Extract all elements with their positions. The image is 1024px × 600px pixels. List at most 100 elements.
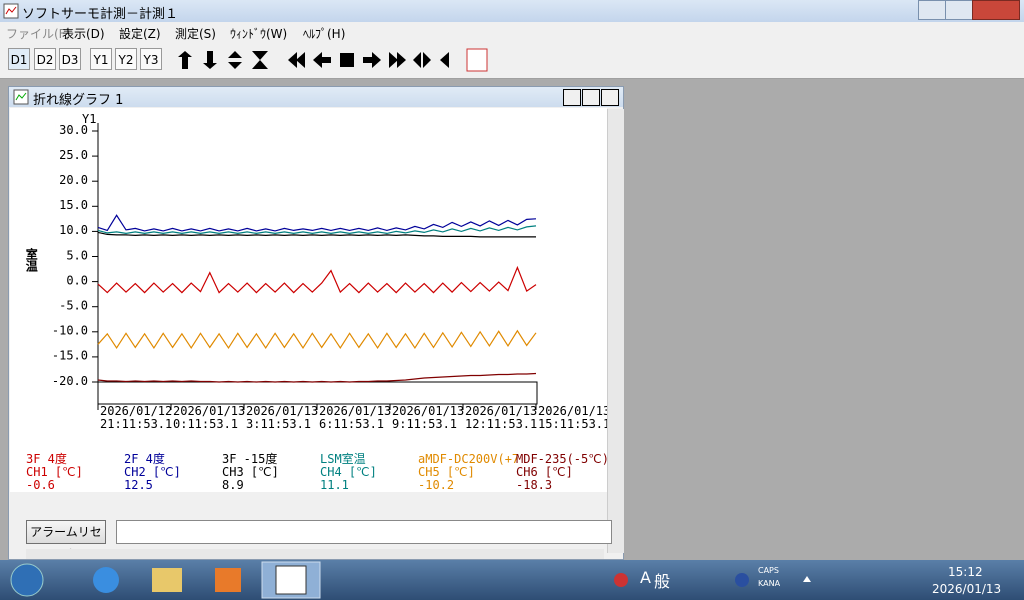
icon-shape xyxy=(288,52,297,68)
y-tick-label: 20.0 xyxy=(59,173,88,187)
toolbar-icon[interactable] xyxy=(340,53,354,67)
explorer-icon[interactable] xyxy=(152,568,182,592)
toolbar-button[interactable]: Y2 xyxy=(115,48,137,70)
vertical-scrollbar[interactable] xyxy=(607,109,624,553)
toolbar-button[interactable]: Y3 xyxy=(140,48,162,70)
legend-name: aMDF-DC200V(+7 xyxy=(418,452,519,466)
legend-value: -10.2 xyxy=(418,478,454,492)
legend-name: 2F 4度 xyxy=(124,451,165,466)
legend-value: 11.1 xyxy=(320,478,349,492)
icon-shape xyxy=(296,52,305,68)
toolbar-icon[interactable] xyxy=(203,51,217,69)
legend-channel: CH4 [℃] xyxy=(320,465,377,479)
media-icon[interactable] xyxy=(215,568,241,592)
tray-icon[interactable] xyxy=(614,573,628,587)
y-axis-name: Y1 xyxy=(82,112,96,126)
x-tick-date: 2026/01/13 xyxy=(319,404,391,418)
icon-shape xyxy=(252,51,268,69)
child-title: 折れ線グラフ 1 xyxy=(33,93,124,108)
series-line xyxy=(97,372,537,383)
taskbar: A 般 CAPS KANA 15:12 2026/01/13 xyxy=(0,560,1024,600)
legend-value: -18.3 xyxy=(516,478,552,492)
y-tick-label: -15.0 xyxy=(52,349,88,363)
toolbar-icon[interactable] xyxy=(228,51,242,69)
title-bar: ソフトサーモ計測－計測１ xyxy=(0,0,1024,22)
legend-value: 8.9 xyxy=(222,478,244,492)
child-close[interactable] xyxy=(601,89,619,106)
y-tick-label: 30.0 xyxy=(59,123,88,137)
toolbar-icon[interactable] xyxy=(178,51,192,69)
menu-item[interactable]: 設定(Z) xyxy=(119,27,161,41)
legend-channel: CH3 [℃] xyxy=(222,465,279,479)
menu-item[interactable]: ｳｨﾝﾄﾞｳ(W) xyxy=(230,27,288,41)
combo-box[interactable] xyxy=(116,520,612,544)
toolbar-icon[interactable] xyxy=(438,52,452,68)
legend-name: 3F 4度 xyxy=(26,451,67,466)
ie-icon[interactable] xyxy=(93,567,119,593)
toolbar-icon[interactable] xyxy=(389,52,406,68)
graph-button[interactable] xyxy=(466,48,488,72)
x-tick-time: 6:11:53.1 xyxy=(319,417,384,431)
x-tick-date: 2026/01/12 xyxy=(100,404,172,418)
toolbar-icon[interactable] xyxy=(313,52,331,68)
icon-shape xyxy=(363,52,381,68)
toolbar-button[interactable]: D3 xyxy=(59,48,81,70)
toolbar: D1 D2 D3 Y1 Y2 Y3 xyxy=(0,42,1024,79)
icon-shape xyxy=(389,52,398,68)
toolbar-icon[interactable] xyxy=(288,52,305,68)
icon-shape xyxy=(228,51,242,58)
horizontal-scrollbar[interactable] xyxy=(26,549,604,559)
app-thumb xyxy=(275,565,307,595)
y-tick-label: -5.0 xyxy=(59,298,88,312)
clock-date[interactable]: 2026/01/13 xyxy=(932,582,1002,596)
legend-name: LSM室温 xyxy=(320,451,366,466)
icon-shape xyxy=(413,52,421,68)
legend-channel: CH5 [℃] xyxy=(418,465,475,479)
menu-item[interactable]: 表示(D) xyxy=(62,27,105,41)
series-line xyxy=(97,265,537,294)
legend-channel: CH1 [℃] xyxy=(26,465,83,479)
toolbar-button[interactable]: D2 xyxy=(34,48,56,70)
menu-item[interactable]: ﾍﾙﾌﾟ(H) xyxy=(303,27,346,41)
toolbar-icon[interactable] xyxy=(413,52,431,68)
legend-name: MDF-235(-5℃) xyxy=(516,452,607,466)
maximize-button[interactable] xyxy=(945,0,973,20)
toolbar-icon[interactable] xyxy=(363,52,381,68)
legend-channel: CH2 [℃] xyxy=(124,465,181,479)
taskbar-icons xyxy=(10,561,811,599)
toolbar-icon[interactable] xyxy=(252,51,268,69)
y-tick-label: -20.0 xyxy=(52,374,88,388)
x-tick-date: 2026/01/13 xyxy=(392,404,464,418)
help-icon[interactable] xyxy=(735,573,749,587)
tray-expand[interactable] xyxy=(803,576,811,582)
child-minimize[interactable] xyxy=(563,89,581,106)
legend-value: -0.6 xyxy=(26,478,55,492)
child-maximize[interactable] xyxy=(582,89,600,106)
ime-mode[interactable]: A xyxy=(640,568,651,587)
y-axis-label: 室温 xyxy=(24,247,38,273)
ime-kanji[interactable]: 般 xyxy=(654,572,671,591)
x-tick-date: 2026/01/13 xyxy=(173,404,245,418)
x-tick-date: 2026/01/13 xyxy=(246,404,318,418)
toolbar-button[interactable]: Y1 xyxy=(90,48,112,70)
close-button[interactable] xyxy=(972,0,1020,20)
series-line xyxy=(97,214,537,232)
menu-item[interactable]: 測定(S) xyxy=(175,27,216,41)
y-tick-label: 15.0 xyxy=(59,198,88,212)
y-tick-label: 25.0 xyxy=(59,148,88,162)
y-tick-label: 10.0 xyxy=(59,223,88,237)
caps-indicator: CAPS xyxy=(758,566,779,575)
icon-shape xyxy=(397,52,406,68)
alarm-reset-button[interactable]: アラームリセット xyxy=(26,520,106,561)
minimize-button[interactable] xyxy=(918,0,946,20)
y-tick-label: 5.0 xyxy=(66,248,88,262)
clock-time[interactable]: 15:12 xyxy=(948,565,983,579)
toolbar-button[interactable]: D1 xyxy=(8,48,30,70)
x-tick-time: 3:11:53.1 xyxy=(246,417,311,431)
legend-channel: CH6 [℃] xyxy=(516,465,573,479)
start-button[interactable] xyxy=(10,563,44,597)
menu-item[interactable]: ファイル(F) xyxy=(6,27,71,41)
series-line xyxy=(97,329,537,350)
x-tick-time: 21:11:53.1 xyxy=(100,417,172,431)
